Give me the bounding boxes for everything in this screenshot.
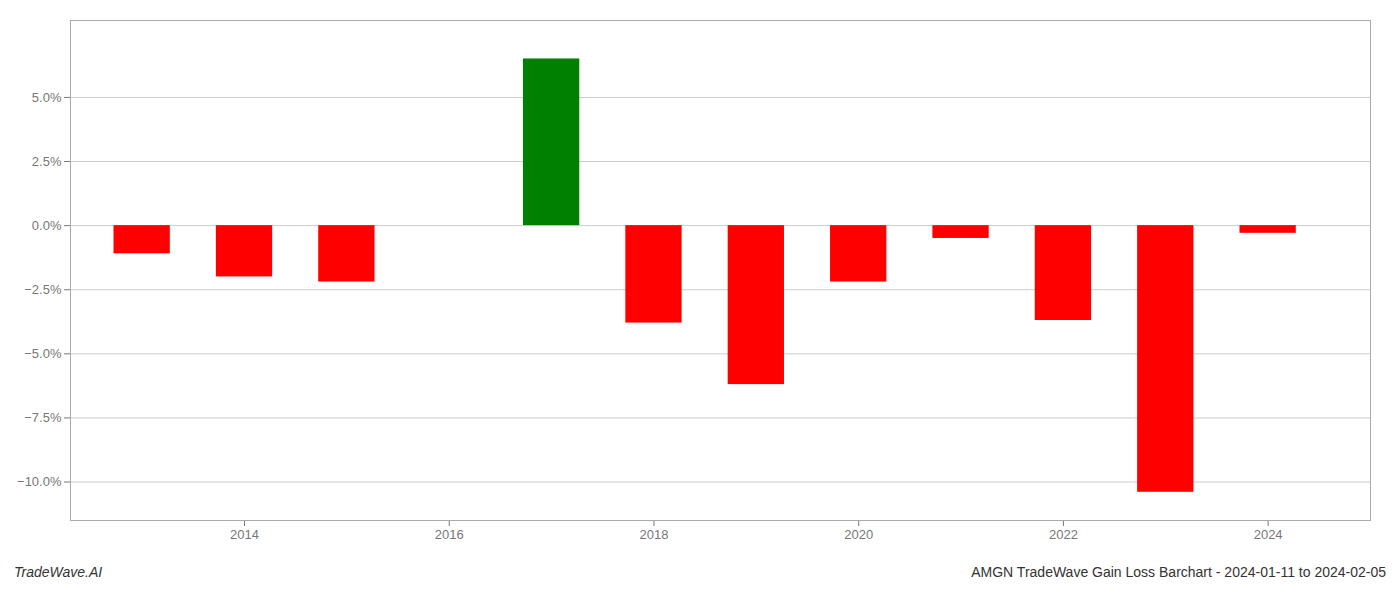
- svg-text:2022: 2022: [1049, 527, 1078, 542]
- svg-text:−7.5%: −7.5%: [24, 410, 62, 425]
- html-text:AMGN TradeWave Gain Loss Barch: AMGN TradeWave Gain Loss Barchart - 2024…: [971, 564, 1386, 580]
- svg-text:5.0%: 5.0%: [32, 90, 62, 105]
- svg-text:2018: 2018: [640, 527, 669, 542]
- svg-text:0.0%: 0.0%: [32, 218, 62, 233]
- svg-text:2024: 2024: [1254, 527, 1283, 542]
- svg-text:2020: 2020: [844, 527, 873, 542]
- svg-text:2.5%: 2.5%: [32, 154, 62, 169]
- html-text:TradeWave.AI: TradeWave.AI: [14, 564, 103, 580]
- svg-text:2014: 2014: [230, 527, 259, 542]
- svg-text:2016: 2016: [435, 527, 464, 542]
- svg-text:−10.0%: −10.0%: [17, 474, 62, 489]
- svg-text:−2.5%: −2.5%: [24, 282, 62, 297]
- svg-text:−5.0%: −5.0%: [24, 346, 62, 361]
